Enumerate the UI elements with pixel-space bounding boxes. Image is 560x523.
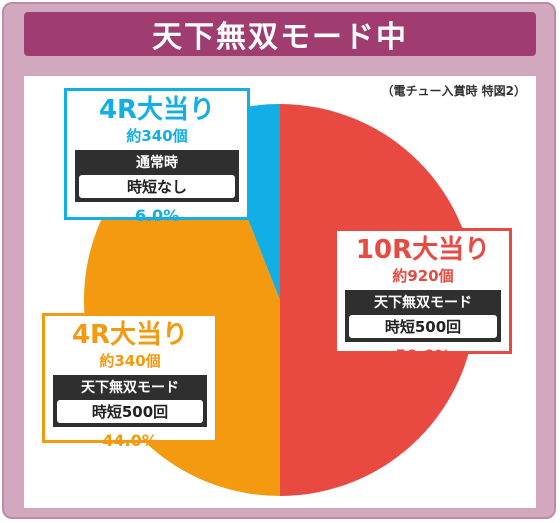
- label-10r: 10R大当り 約920個 天下無双モード 時短500回 50.0%: [334, 228, 512, 365]
- label-4r-blue-mode-box: 通常時 時短なし: [75, 150, 239, 202]
- label-4r-orange-mode: 天下無双モード: [81, 380, 179, 396]
- label-4r-orange-title: 4R大当り: [71, 320, 189, 350]
- note-text: （電チュー入賞時 特図2）: [381, 84, 526, 98]
- label-4r-orange-mode-box: 天下無双モード 時短500回: [53, 375, 207, 427]
- label-10r-title: 10R大当り: [355, 235, 491, 265]
- label-4r-blue-title: 4R大当り: [98, 95, 216, 125]
- label-4r-blue-mode: 通常時: [136, 155, 178, 171]
- label-4r-blue-approx: 約340個: [126, 127, 188, 145]
- page-title: 天下無双モード中: [24, 12, 536, 56]
- label-4r-orange-jitan: 時短500回: [57, 400, 203, 423]
- label-10r-jitan: 時短500回: [349, 315, 497, 338]
- label-10r-percent: 50.0%: [395, 346, 451, 365]
- label-10r-mode-box: 天下無双モード 時短500回: [345, 290, 501, 342]
- label-4r-orange-approx: 約340個: [99, 352, 161, 370]
- label-4r-blue: 4R大当り 約340個 通常時 時短なし 6.0%: [64, 88, 250, 225]
- chart-panel: （電チュー入賞時 特図2） 10R大当り 約920個 天下無双モード 時短500…: [24, 76, 536, 508]
- label-4r-blue-jitan: 時短なし: [79, 175, 235, 198]
- label-4r-orange: 4R大当り 約340個 天下無双モード 時短500回 44.0%: [42, 313, 218, 450]
- label-4r-blue-percent: 6.0%: [134, 206, 180, 225]
- label-10r-mode: 天下無双モード: [374, 295, 472, 311]
- label-10r-approx: 約920個: [392, 267, 454, 285]
- label-4r-orange-percent: 44.0%: [102, 431, 158, 450]
